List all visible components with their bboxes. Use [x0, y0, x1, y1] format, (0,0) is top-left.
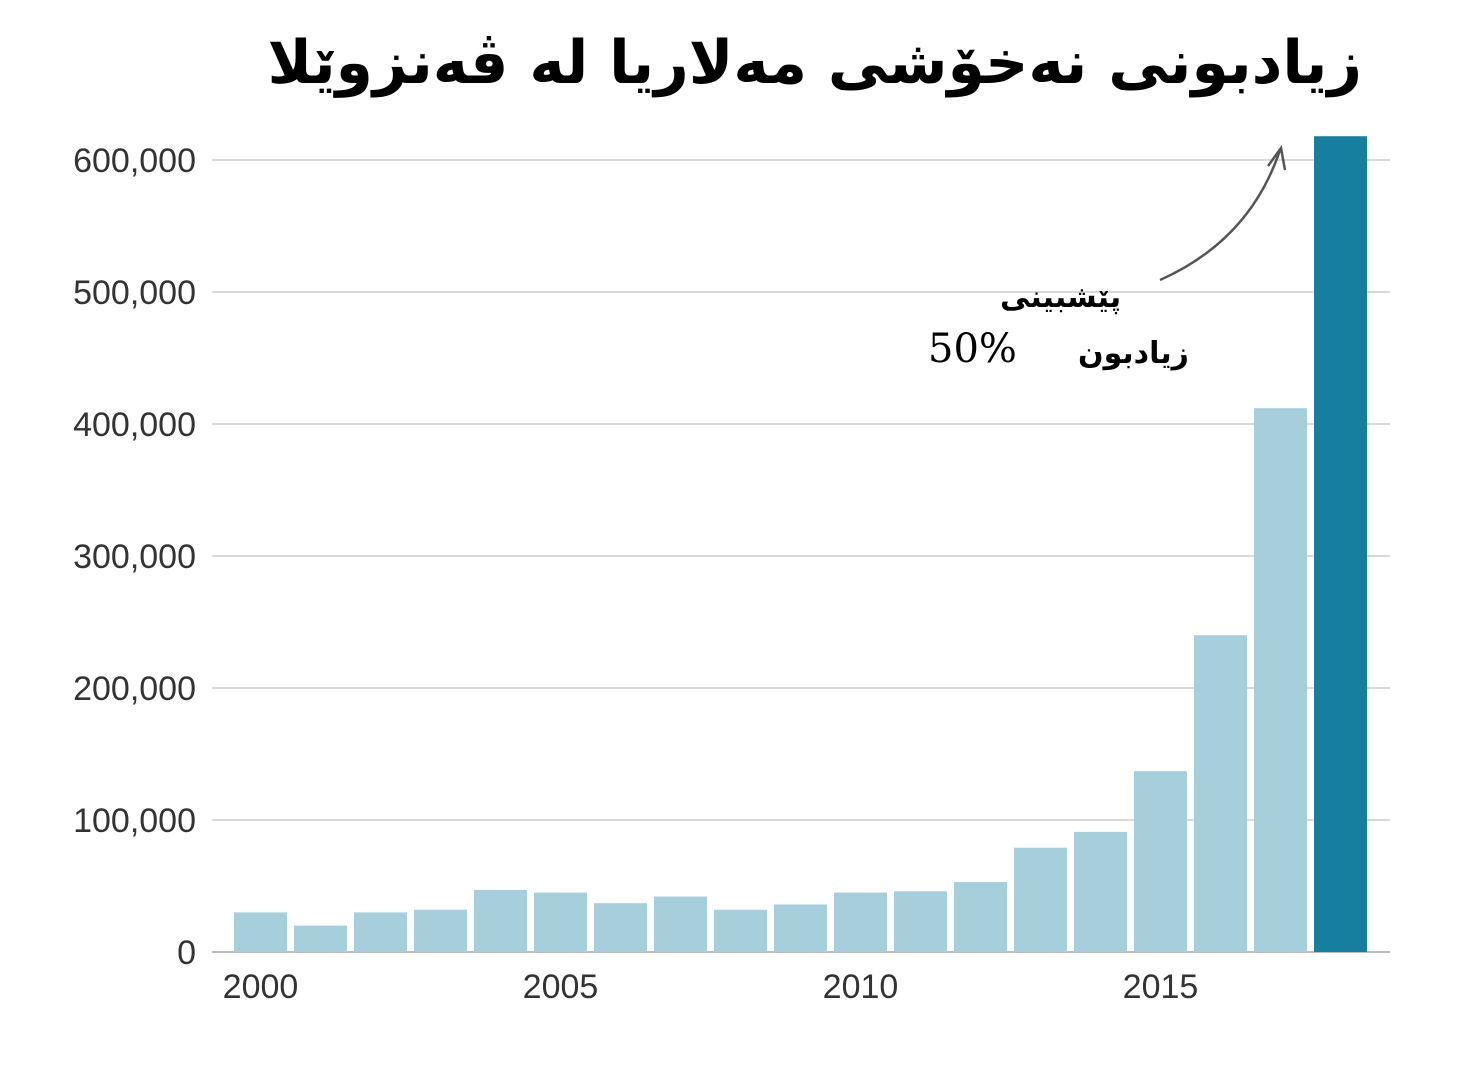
- bar-2017: [1254, 408, 1307, 952]
- y-tick-label: 300,000: [73, 538, 196, 576]
- bar-2010: [834, 892, 887, 952]
- bar-2007: [654, 896, 707, 952]
- bar-2004: [474, 889, 527, 952]
- bar-2018: [1314, 136, 1367, 953]
- y-tick-label: 600,000: [73, 142, 196, 180]
- y-axis: 0 100,000 200,000 300,000 400,000 500,000 600,…: [73, 142, 196, 972]
- bar-2005: [534, 892, 587, 952]
- bar-2016: [1194, 635, 1247, 952]
- x-tick-label: 2015: [1123, 968, 1199, 1006]
- x-tick-label: 2005: [523, 968, 599, 1006]
- annotation-value: 50%: [928, 326, 1017, 372]
- bar-2001: [294, 925, 347, 952]
- y-tick-label: 200,000: [73, 670, 196, 708]
- bar-2002: [354, 912, 407, 952]
- bar-2012: [954, 882, 1007, 952]
- bar-2014: [1074, 831, 1127, 952]
- bars: [234, 136, 1367, 953]
- x-tick-label: 2010: [823, 968, 899, 1006]
- bar-2000: [234, 912, 287, 952]
- chart-title: زیادبونی نەخۆشی مەلاریا لە ڤەنزوێلا: [267, 28, 1362, 98]
- x-tick-label: 2000: [223, 968, 299, 1006]
- annotation-arrowhead: [1266, 144, 1287, 171]
- y-tick-label: 0: [177, 934, 196, 972]
- x-axis: 2000 2005 2010 2015: [223, 968, 1199, 1006]
- annotation-line2: زیادبون: [1078, 336, 1189, 371]
- y-tick-label: 400,000: [73, 406, 196, 444]
- annotation-line1: پێشبینی: [1000, 280, 1122, 315]
- y-tick-label: 100,000: [73, 802, 196, 840]
- bar-2011: [894, 891, 947, 952]
- bar-2009: [774, 904, 827, 952]
- y-tick-label: 500,000: [73, 274, 196, 312]
- bar-2015: [1134, 771, 1187, 952]
- bar-2013: [1014, 847, 1067, 952]
- annotation-arrow: [1159, 149, 1282, 282]
- bar-2003: [414, 909, 467, 952]
- bar-2006: [594, 903, 647, 952]
- bar-2008: [714, 909, 767, 952]
- gridlines: [212, 159, 1390, 953]
